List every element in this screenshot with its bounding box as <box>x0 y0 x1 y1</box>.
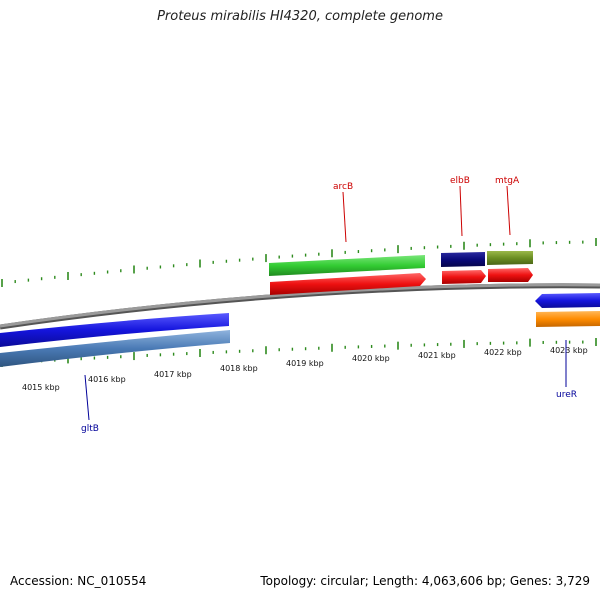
scale-label-4023: 4023 kbp <box>550 346 588 355</box>
mtgA-label-leader <box>506 185 511 236</box>
genome-backbone <box>0 283 600 328</box>
gltB-label[interactable]: gltB <box>81 424 99 434</box>
scale-label-4022: 4022 kbp <box>484 348 522 357</box>
scale-label-4021: 4021 kbp <box>418 351 456 360</box>
gltB-label-leader <box>84 374 90 421</box>
mtgA-outer-feature[interactable] <box>487 251 533 265</box>
ureR-label[interactable]: ureR <box>556 390 577 400</box>
arcB-label-leader <box>342 191 347 243</box>
elbB-gene-arrow[interactable] <box>442 270 486 284</box>
gltB-gene-arrow[interactable] <box>0 313 229 347</box>
genome-summary-text: Topology: circular; Length: 4,063,606 bp… <box>260 574 590 588</box>
outer-tick-track <box>1 238 597 287</box>
scale-label-4020: 4020 kbp <box>352 354 390 363</box>
arcB-gene-arrow[interactable] <box>270 273 426 295</box>
elbB-label-leader <box>459 185 463 237</box>
map-title: Proteus mirabilis HI4320, complete genom… <box>157 9 443 24</box>
mtgA-label[interactable]: mtgA <box>495 176 520 186</box>
elbB-outer-feature[interactable] <box>441 252 485 267</box>
scale-label-4018: 4018 kbp <box>220 364 258 373</box>
ureR-inner-feature[interactable] <box>536 311 600 327</box>
scale-label-4016: 4016 kbp <box>88 375 126 384</box>
scale-label-4017: 4017 kbp <box>154 370 192 379</box>
arcB-outer-feature[interactable] <box>269 255 425 276</box>
scale-label-4015: 4015 kbp <box>22 383 60 392</box>
scale-label-4019: 4019 kbp <box>286 359 324 368</box>
gltB-inner-feature[interactable] <box>0 330 230 367</box>
elbB-label[interactable]: elbB <box>450 176 470 186</box>
mtgA-gene-arrow[interactable] <box>488 268 533 282</box>
accession-text: Accession: NC_010554 <box>10 574 147 588</box>
arcB-label[interactable]: arcB <box>333 182 353 192</box>
ureR-gene-arrow[interactable] <box>535 293 600 308</box>
